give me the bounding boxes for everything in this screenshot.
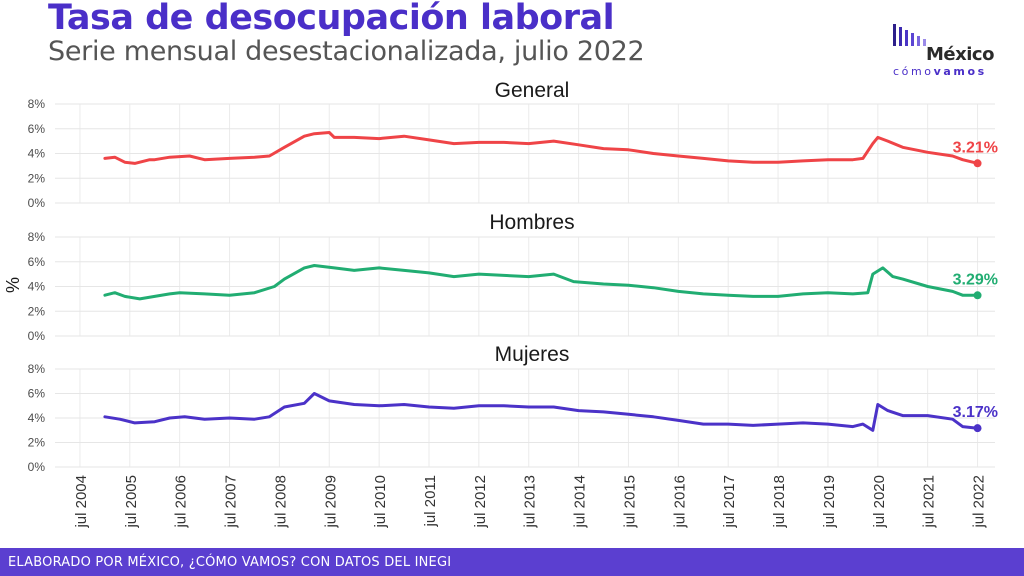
- y-tick-label: 6%: [28, 255, 46, 269]
- y-tick-label: 0%: [28, 460, 46, 474]
- x-tick-label: jul 2011: [422, 475, 439, 527]
- x-tick-label: jul 2018: [771, 475, 788, 529]
- facet-title: General: [495, 79, 570, 102]
- x-tick-label: jul 2020: [871, 475, 888, 529]
- logo-wordmark: México: [926, 44, 994, 65]
- x-tick-label: jul 2009: [322, 475, 339, 529]
- x-tick-label: jul 2012: [472, 475, 489, 529]
- x-tick-label: jul 2021: [921, 475, 938, 529]
- y-tick-label: 4%: [28, 147, 46, 161]
- series-end-point: [973, 291, 982, 300]
- series-end-point: [973, 159, 982, 168]
- y-tick-label: 4%: [28, 411, 46, 425]
- series-line-general: [103, 131, 979, 165]
- x-tick-label: jul 2017: [721, 475, 738, 529]
- end-value-label: 3.17%: [953, 404, 998, 421]
- footer-credit: ELABORADO POR MÉXICO, ¿CÓMO VAMOS? CON D…: [8, 555, 452, 570]
- x-tick-label: jul 2004: [73, 475, 90, 529]
- x-tick-label: jul 2007: [223, 475, 240, 529]
- end-value-label: 3.29%: [953, 271, 998, 288]
- facet-title: Hombres: [489, 211, 574, 234]
- x-tick-label: jul 2014: [572, 475, 589, 529]
- y-tick-label: 6%: [28, 387, 46, 401]
- y-tick-label: 8%: [28, 230, 46, 244]
- y-tick-label: 6%: [28, 122, 46, 136]
- chart-title: Tasa de desocupación laboral: [48, 0, 615, 38]
- y-tick-label: 2%: [28, 436, 46, 450]
- series-end-point: [973, 424, 982, 433]
- x-tick-label: jul 2010: [372, 475, 389, 529]
- y-tick-label: 8%: [28, 97, 46, 111]
- y-tick-label: 0%: [28, 196, 46, 210]
- end-value-label: 3.21%: [953, 139, 998, 156]
- series-line-hombres: [103, 264, 979, 301]
- series-line-mujeres: [103, 392, 979, 432]
- x-tick-label: jul 2013: [522, 475, 539, 529]
- x-tick-label: jul 2019: [821, 475, 838, 529]
- x-tick-label: jul 2008: [272, 475, 289, 529]
- y-tick-label: 4%: [28, 280, 46, 294]
- logo-bars-icon: [893, 24, 926, 46]
- x-tick-label: jul 2015: [622, 475, 639, 529]
- y-tick-label: 2%: [28, 304, 46, 318]
- x-tick-label: jul 2016: [671, 475, 688, 529]
- mexico-como-vamos-logo: México cómovamos: [888, 24, 1000, 84]
- footer-bar: ELABORADO POR MÉXICO, ¿CÓMO VAMOS? CON D…: [0, 548, 1024, 576]
- y-tick-label: 0%: [28, 329, 46, 343]
- facet-title: Mujeres: [495, 343, 570, 366]
- y-tick-label: 2%: [28, 171, 46, 185]
- logo-tagline: cómovamos: [893, 65, 987, 78]
- x-tick-label: jul 2006: [173, 475, 190, 529]
- y-tick-label: 8%: [28, 362, 46, 376]
- y-axis-label: %: [3, 277, 23, 293]
- chart-subtitle: Serie mensual desestacionalizada, julio …: [48, 36, 645, 67]
- facet-line-chart: 0% 2% 4% 6% 8% General 3.21% 0% 2% 4% 6% 8% Hombres 3…: [3, 79, 998, 529]
- x-tick-label: jul 2022: [971, 475, 988, 529]
- x-tick-label: jul 2005: [123, 475, 140, 529]
